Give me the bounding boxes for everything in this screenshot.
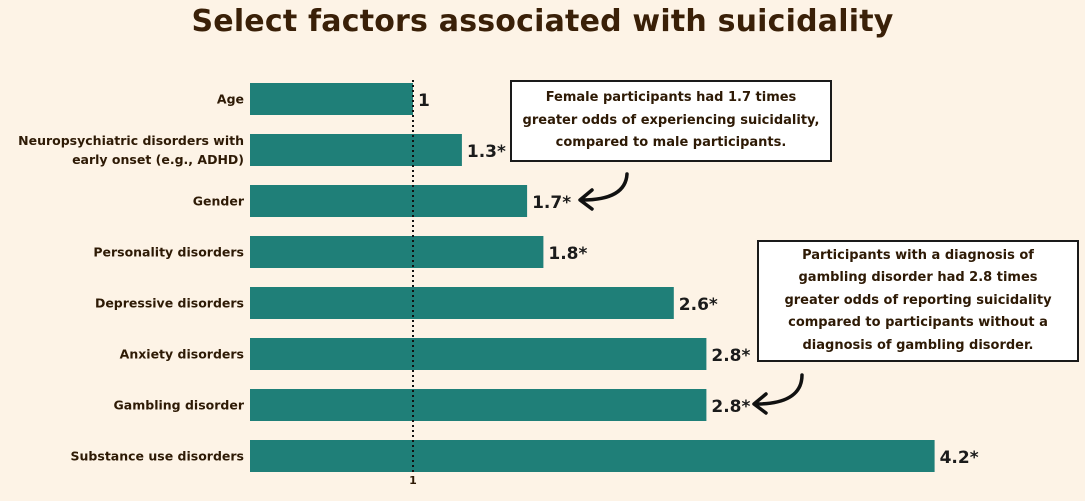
value-label: 1.8* [548, 244, 588, 264]
bar-1 [250, 134, 462, 166]
category-label: Anxiety disorders [119, 346, 244, 362]
bar-0 [250, 83, 413, 115]
value-label: 1.7* [532, 193, 572, 213]
value-label: 4.2* [939, 448, 979, 468]
annotation-gender-text: Female participants had 1.7 times greate… [522, 90, 820, 151]
category-label: Gender [192, 193, 244, 209]
bar-6 [250, 389, 707, 421]
value-label: 2.8* [711, 346, 751, 366]
arrow-gambling-icon-head [752, 392, 768, 415]
annotation-gambling-text: Participants with a diagnosis of gamblin… [784, 247, 1052, 353]
value-label: 2.8* [711, 397, 751, 417]
bar-7 [250, 440, 935, 472]
category-label: Personality disorders [93, 244, 244, 260]
annotation-gambling: Participants with a diagnosis of gamblin… [757, 240, 1079, 362]
arrow-gender-icon-head [578, 188, 594, 211]
bar-5 [250, 338, 707, 370]
arrow-gambling-icon [754, 373, 804, 406]
value-label: 1 [418, 91, 430, 111]
category-label: Depressive disorders [94, 295, 244, 311]
bar-3 [250, 236, 544, 268]
value-label: 2.6* [678, 295, 718, 315]
arrow-gender-icon [580, 172, 629, 202]
annotation-gender: Female participants had 1.7 times greate… [510, 80, 832, 162]
category-label: Substance use disorders [70, 448, 244, 464]
reference-tick-label: 1 [409, 474, 417, 487]
category-label: Age [216, 91, 244, 107]
bar-4 [250, 287, 674, 319]
bar-2 [250, 185, 528, 217]
value-label: 1.3* [466, 142, 506, 162]
category-label: Neuropsychiatric disorders with early on… [18, 133, 244, 167]
category-label: Gambling disorder [113, 397, 244, 413]
chart-title: Select factors associated with suicidali… [191, 4, 894, 39]
